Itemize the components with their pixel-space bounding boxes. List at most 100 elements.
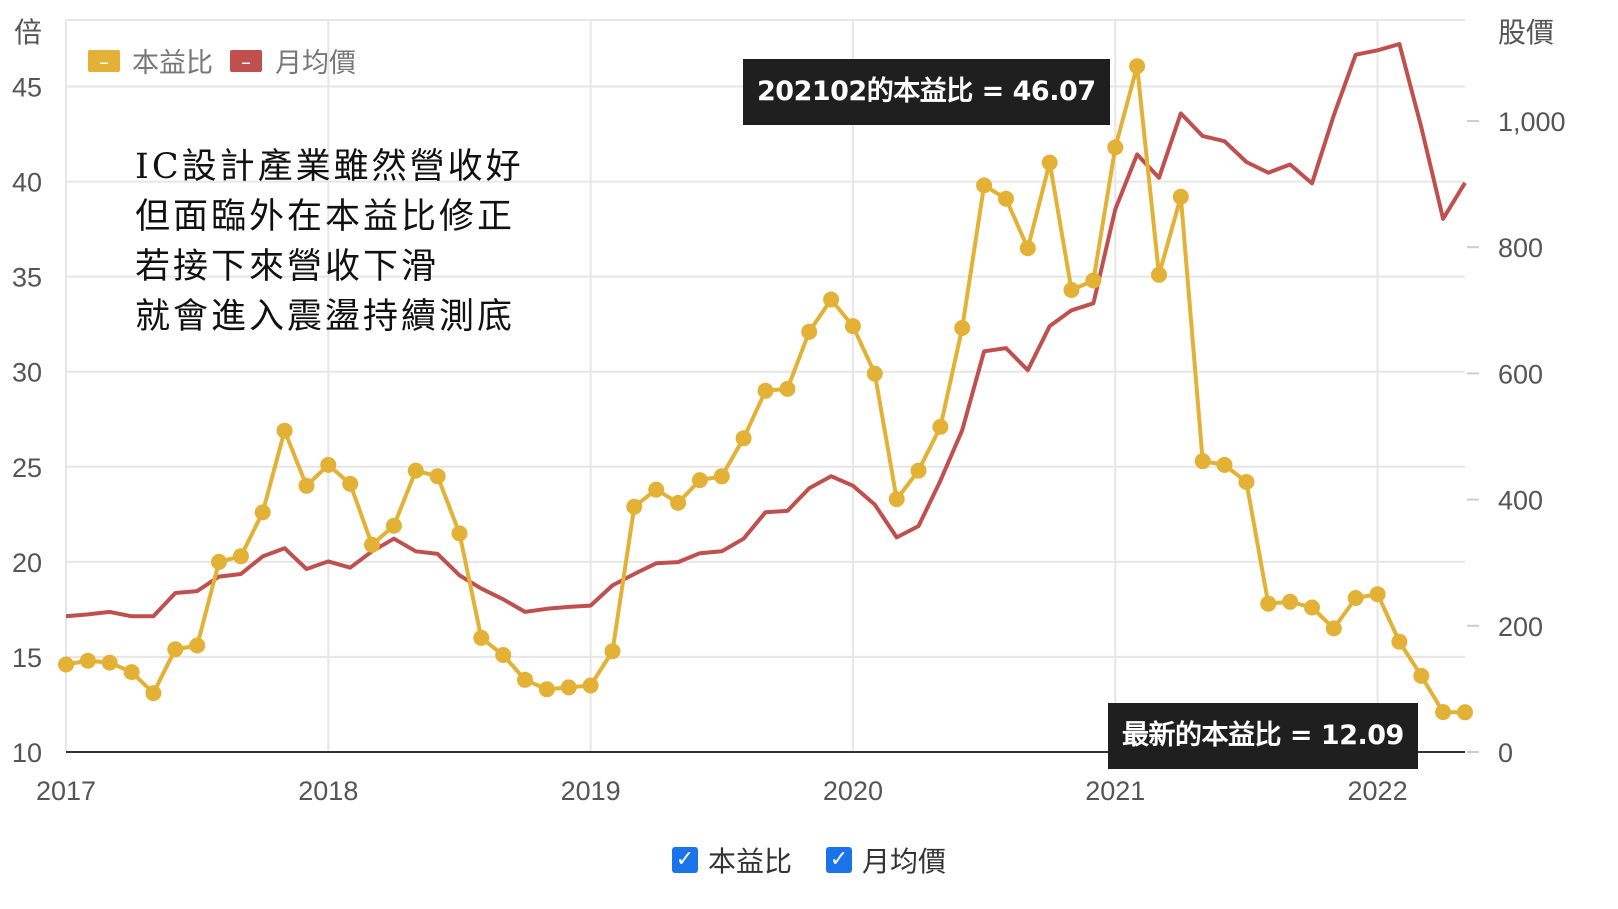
data-point-pe[interactable] [101, 654, 118, 671]
right-tick-label: 800 [1498, 233, 1543, 263]
data-point-pe[interactable] [254, 504, 271, 521]
toggle-price[interactable]: ✓ 月均價 [826, 840, 946, 880]
commentary-line: IC設計產業雖然營收好 [135, 147, 524, 187]
data-point-pe[interactable] [1391, 633, 1408, 650]
data-point-pe[interactable] [648, 481, 665, 498]
data-point-pe[interactable] [1435, 704, 1452, 721]
left-tick-label: 30 [12, 358, 42, 388]
data-point-pe[interactable] [932, 418, 949, 435]
data-point-pe[interactable] [779, 380, 796, 397]
data-point-pe[interactable] [910, 462, 927, 479]
toggle-pe-label: 本益比 [707, 845, 792, 878]
commentary-line: 但面臨外在本益比修正 [135, 197, 516, 237]
data-point-pe[interactable] [1151, 266, 1167, 283]
data-point-pe[interactable] [1413, 667, 1430, 684]
data-point-pe[interactable] [735, 430, 752, 447]
commentary-line: 若接下來營收下滑 [135, 247, 440, 287]
data-point-pe[interactable] [1041, 154, 1058, 171]
data-point-pe[interactable] [495, 647, 512, 663]
data-point-pe[interactable] [582, 677, 599, 694]
data-point-pe[interactable] [167, 641, 184, 658]
data-point-pe[interactable] [517, 671, 533, 688]
grid-lines [65, 19, 1465, 753]
data-point-pe[interactable] [888, 491, 905, 508]
x-tick-label: 2017 [36, 776, 96, 806]
series-toggle-legend: ✓ 本益比 ✓ 月均價 [0, 840, 1618, 880]
data-point-pe[interactable] [1194, 453, 1211, 470]
right-tick-label: 400 [1498, 486, 1543, 516]
data-point-pe[interactable] [954, 320, 971, 336]
legend-label-pe: 本益比 [132, 48, 213, 79]
data-point-pe[interactable] [320, 456, 337, 473]
data-point-pe[interactable] [342, 475, 359, 492]
legend-item-price[interactable]: – 月均價 [230, 48, 356, 79]
legend-item-pe[interactable]: – 本益比 [88, 48, 213, 79]
data-point-pe[interactable] [1107, 139, 1124, 156]
right-tick-label: 0 [1498, 738, 1513, 768]
data-point-pe[interactable] [604, 643, 621, 660]
data-point-pe[interactable] [801, 323, 818, 340]
data-point-pe[interactable] [1063, 282, 1080, 298]
data-point-pe[interactable] [626, 498, 643, 515]
left-axis-ticks: 10 15 20 25 30 35 40 45 [12, 73, 42, 768]
data-point-pe[interactable] [211, 553, 227, 570]
x-tick-label: 2018 [298, 776, 358, 806]
data-point-pe[interactable] [407, 462, 424, 479]
data-point-pe[interactable] [189, 637, 206, 654]
data-point-pe[interactable] [670, 494, 687, 511]
checkbox-checked-icon[interactable]: ✓ [826, 847, 852, 873]
data-point-pe[interactable] [844, 318, 861, 335]
data-point-pe[interactable] [866, 365, 883, 382]
data-point-pe[interactable] [713, 468, 730, 485]
right-tick-label: 200 [1498, 612, 1543, 642]
data-point-pe[interactable] [1282, 593, 1299, 610]
data-point-pe[interactable] [823, 291, 840, 308]
data-point-pe[interactable] [1304, 599, 1320, 616]
checkbox-checked-icon[interactable]: ✓ [671, 847, 698, 873]
series-layer [58, 42, 1473, 721]
left-axis-unit: 倍 [14, 16, 42, 49]
data-point-pe[interactable] [1347, 590, 1364, 606]
data-point-pe[interactable] [976, 177, 993, 194]
data-point-pe[interactable] [1260, 595, 1277, 612]
data-point-pe[interactable] [473, 629, 490, 646]
data-point-pe[interactable] [691, 472, 708, 489]
data-point-pe[interactable] [757, 382, 774, 399]
data-point-pe[interactable] [998, 190, 1014, 207]
left-tick-label: 15 [12, 643, 42, 673]
left-tick-label: 10 [12, 738, 42, 768]
data-point-pe[interactable] [1172, 188, 1189, 205]
data-point-pe[interactable] [1457, 704, 1473, 721]
data-point-pe[interactable] [538, 681, 555, 698]
right-tick-label: 1,000 [1498, 107, 1566, 137]
data-point-pe[interactable] [298, 477, 315, 494]
data-point-pe[interactable] [364, 536, 380, 553]
right-axis-ticks: 0 200 400 600 800 1,000 [1467, 107, 1566, 768]
data-point-pe[interactable] [1216, 456, 1233, 473]
data-point-pe[interactable] [123, 664, 140, 681]
data-point-pe[interactable] [1238, 474, 1255, 490]
data-point-pe[interactable] [451, 525, 468, 542]
data-point-pe[interactable] [79, 652, 96, 669]
data-point-pe[interactable] [1129, 58, 1146, 75]
right-axis-unit: 股價 [1498, 16, 1554, 49]
legend-swatch-pe-glyph: – [99, 50, 109, 74]
data-point-pe[interactable] [560, 679, 577, 696]
data-point-pe[interactable] [1325, 620, 1342, 637]
data-point-pe[interactable] [385, 517, 402, 534]
tooltip-peak-pe: 202102的本益比 = 46.07 [743, 59, 1110, 125]
left-tick-label: 35 [12, 263, 42, 293]
x-tick-label: 2020 [823, 776, 883, 806]
data-point-pe[interactable] [1019, 240, 1036, 257]
data-point-pe[interactable] [58, 656, 74, 673]
x-axis-ticks: 2017 2018 2019 2020 2021 2022 [36, 776, 1408, 806]
data-point-pe[interactable] [429, 468, 446, 485]
data-point-pe[interactable] [1369, 586, 1386, 603]
data-point-pe[interactable] [232, 548, 249, 565]
legend-swatch-price-glyph: – [241, 50, 251, 74]
data-point-pe[interactable] [145, 685, 162, 702]
toggle-pe[interactable]: ✓ 本益比 [671, 840, 792, 880]
data-point-pe[interactable] [276, 422, 293, 439]
left-tick-label: 45 [12, 73, 42, 103]
data-point-pe[interactable] [1085, 272, 1102, 289]
